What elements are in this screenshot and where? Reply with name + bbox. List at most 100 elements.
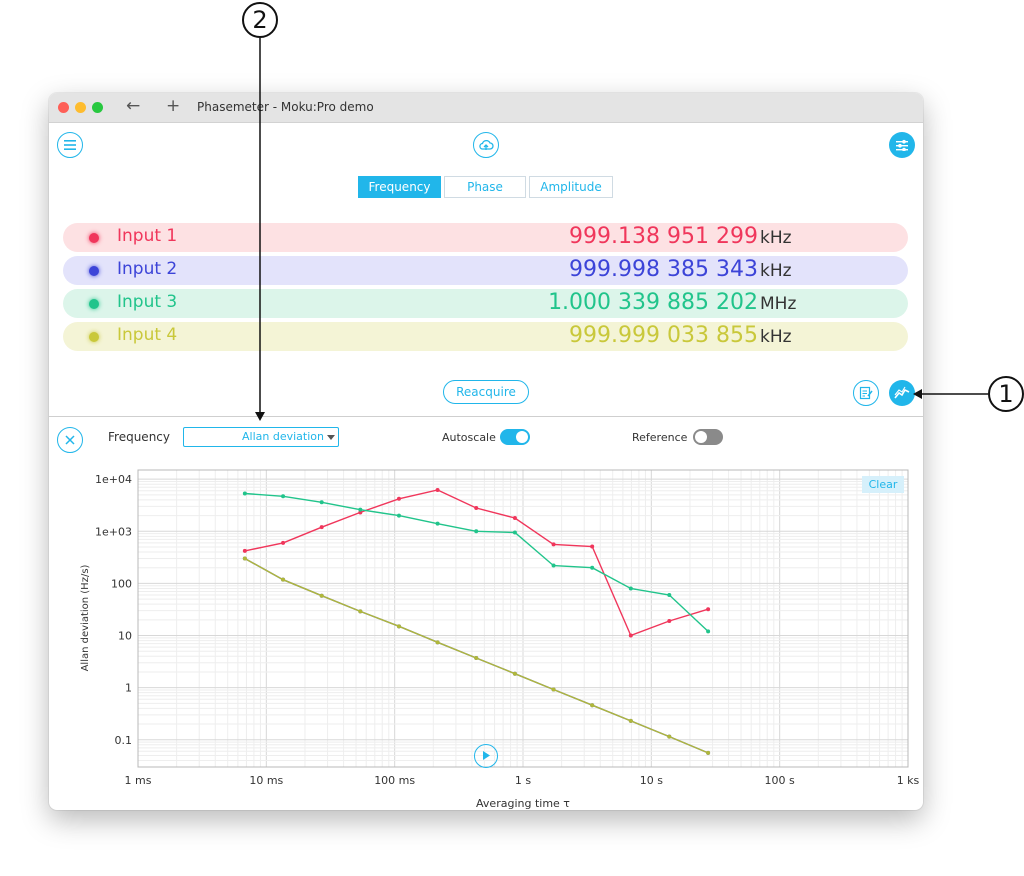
series-2-point [628,586,633,591]
measure-label: Frequency [108,430,170,444]
series-1-point [667,618,672,623]
sliders-icon[interactable] [889,132,915,158]
series-4-point [667,734,672,739]
minimize-window-button[interactable] [75,102,86,113]
play-icon-glyph [483,751,490,760]
series-1-point [706,607,711,612]
series-4-point [242,556,247,561]
input-3-value: 1.000 339 885 202 [548,290,758,315]
input-4-label: Input 4 [117,325,178,345]
y-tick-label: 100 [111,577,132,590]
notes-icon[interactable] [853,380,879,406]
close-window-button[interactable] [58,102,69,113]
x-tick-label: 1 s [515,774,531,787]
cloud-upload-icon[interactable] [473,132,499,158]
input-3-label: Input 3 [117,292,178,312]
chart-icon-glyph [894,386,910,399]
input-row-2: Input 2 999.998 385 343 kHz [63,256,908,285]
close-icon-glyph [65,435,75,445]
series-2-point [281,494,286,499]
y-axis-label: Allan deviation (Hz/s) [80,564,91,671]
maximize-window-button[interactable] [92,102,103,113]
x-tick-label: 1 ms [125,774,152,787]
autoscale-toggle-knob [516,431,528,443]
series-2-point [435,521,440,526]
allan-deviation-chart: 1 ms 10 ms 100 ms 1 s 10 s 100 s 1 ks 1e+04 1e+0… [80,469,920,810]
series-2-point [590,565,595,570]
input-2-led-icon [89,266,99,276]
x-tick-label: 10 s [640,774,663,787]
y-tick-label: 0.1 [115,734,133,747]
series-4-point [706,750,711,755]
title-bar: ← + Phasemeter - Moku:Pro demo [49,93,923,123]
series-1-point [319,525,324,530]
tab-phase[interactable]: Phase [444,176,526,198]
series-1-point [628,633,633,638]
new-tab-icon[interactable]: + [166,96,181,116]
input-row-1: Input 1 999.138 951 299 kHz [63,223,908,252]
series-1-point [281,540,286,545]
series-4-point [281,577,286,582]
series-1-point [242,548,247,553]
series-2-point [474,529,479,534]
measurement-tabs: Frequency Phase Amplitude [358,176,616,198]
x-tick-label: 100 ms [374,774,415,787]
series-2-point [551,563,556,568]
callout-2: 2 [242,2,278,38]
notes-icon-glyph [859,386,873,400]
series-2-point [396,513,401,518]
clear-button[interactable]: Clear [862,476,904,493]
tab-frequency[interactable]: Frequency [358,176,441,198]
input-1-unit: kHz [760,228,792,248]
reference-toggle[interactable] [693,429,723,445]
dropdown-value: Allan deviation [242,430,324,443]
callout-1: 1 [988,376,1024,412]
series-1-point [435,487,440,492]
cloud-upload-glyph [479,139,494,150]
series-4-point [358,609,363,614]
back-arrow-icon[interactable]: ← [126,96,141,116]
series-1-point [358,510,363,515]
input-row-4: Input 4 999.999 033 855 kHz [63,322,908,351]
autoscale-label: Autoscale [442,431,496,444]
input-4-unit: kHz [760,327,792,347]
statistic-dropdown[interactable]: Allan deviation [183,427,339,447]
series-1-point [551,542,556,547]
panel-divider [49,416,923,417]
plot-frame [137,469,909,768]
series-4-point [628,718,633,723]
y-tick-label: 1 [125,682,132,695]
autoscale-toggle[interactable] [500,429,530,445]
reacquire-button[interactable]: Reacquire [443,380,529,404]
series-4-point [396,624,401,629]
x-axis-label: Averaging time τ [476,797,570,810]
series-4-point [474,656,479,661]
chevron-down-icon [327,435,335,440]
series-1-point [396,496,401,501]
input-2-label: Input 2 [117,259,178,279]
reference-toggle-knob [695,431,707,443]
series-1-point [590,544,595,549]
close-icon[interactable] [57,427,83,453]
series-4-point [319,593,324,598]
input-4-led-icon [89,332,99,342]
input-3-unit: MHz [760,294,797,314]
y-tick-label: 1e+04 [95,473,132,486]
y-tick-label: 10 [118,630,132,643]
menu-icon[interactable] [57,132,83,158]
play-icon[interactable] [474,744,498,768]
series-2-point [242,491,247,496]
input-4-value: 999.999 033 855 [569,323,758,348]
menu-icon-glyph [64,140,76,150]
series-2-point [319,500,324,505]
series-2-point [706,629,711,634]
y-tick-label: 1e+03 [95,525,132,538]
chart-icon[interactable] [889,380,915,406]
series-2-point [358,507,363,512]
x-tick-label: 100 s [765,774,795,787]
series-1-point [474,505,479,510]
series-1-point [512,515,517,520]
tab-amplitude[interactable]: Amplitude [529,176,613,198]
chart-grid [137,470,908,768]
sliders-icon-glyph [896,139,908,151]
